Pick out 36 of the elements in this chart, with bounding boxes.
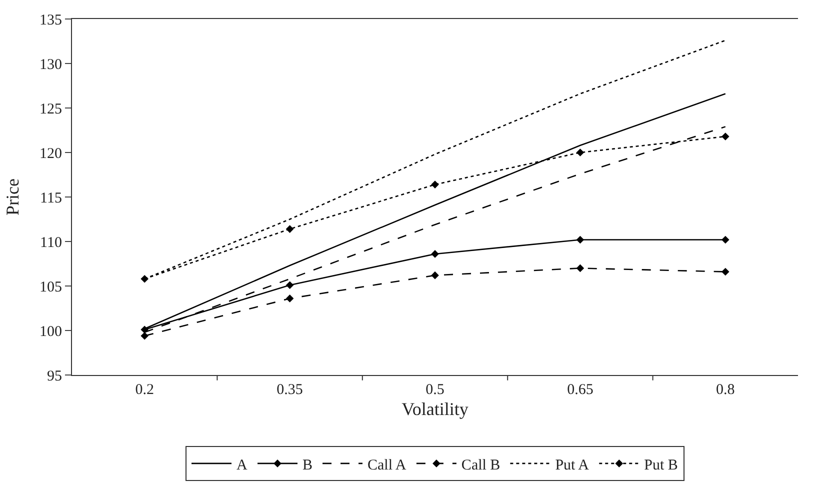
x-tick-label: 0.5: [426, 382, 444, 398]
point: [576, 236, 584, 244]
point: [576, 148, 584, 156]
legend-label: A: [236, 457, 248, 474]
point: [431, 271, 439, 280]
y-tick-label: 120: [40, 146, 62, 162]
point: [722, 268, 730, 276]
legend-label: B: [302, 457, 313, 474]
y-tick-label: 105: [40, 279, 62, 296]
point: [286, 225, 294, 233]
y-tick-label: 95: [47, 368, 62, 384]
x-tick-label: 0.35: [276, 382, 303, 398]
point: [722, 132, 730, 140]
point: [722, 236, 730, 244]
point: [576, 264, 584, 272]
y-tick-label: 130: [40, 56, 62, 73]
point: [431, 180, 439, 188]
x-tick-label: 0.8: [716, 382, 735, 398]
y-tick-label: 135: [40, 12, 62, 28]
legend-label: Put A: [555, 457, 590, 474]
y-tick-label: 115: [40, 190, 62, 206]
legend-label: Call A: [368, 457, 406, 474]
x-tick-label: 0.65: [567, 382, 594, 398]
y-axis-title: Price: [2, 178, 23, 216]
point: [431, 250, 439, 258]
y-tick-label: 100: [40, 324, 62, 340]
point: [286, 281, 294, 290]
y-tick-label: 125: [40, 101, 62, 118]
point: [286, 294, 294, 302]
legend-label: Call B: [461, 457, 500, 474]
legend-label: Put B: [644, 457, 678, 474]
x-axis-title: Volatility: [402, 399, 468, 420]
x-tick-label: 0.2: [135, 382, 154, 398]
point: [140, 332, 148, 340]
point: [140, 274, 148, 283]
y-tick-label: 110: [40, 234, 62, 251]
